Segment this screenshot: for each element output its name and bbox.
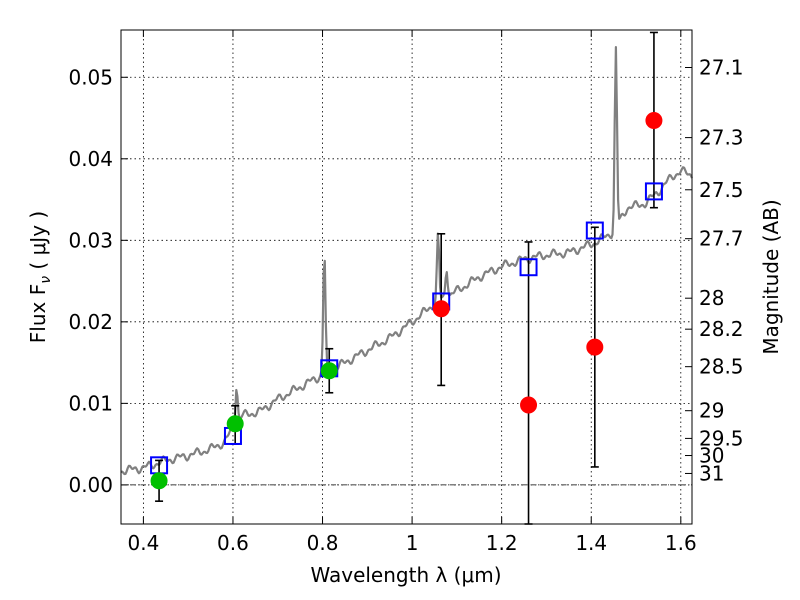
y-tick-label: 0.05	[68, 65, 113, 89]
x-tick-label: 0.4	[127, 531, 159, 555]
x-tick-label: 1.2	[486, 531, 518, 555]
measurement-point-red	[645, 111, 663, 129]
model-flux-square	[585, 221, 604, 240]
measurement-point-red	[586, 338, 604, 356]
y2-tick-label: 30	[699, 444, 724, 468]
y2-tick-label: 29	[699, 399, 724, 423]
y-tick-label: 0.02	[68, 310, 113, 334]
x-tick-label: 0.8	[307, 531, 339, 555]
y2-tick-label: 31	[699, 461, 724, 485]
y-axis-title-main: Flux F	[26, 284, 50, 343]
x-tick-label: 1.4	[575, 531, 607, 555]
marker-layer	[150, 111, 663, 490]
model-spectrum-line	[120, 46, 694, 476]
model-flux-square	[644, 182, 663, 201]
y2-tick-label: 27.1	[699, 55, 744, 79]
y-tick-label: 0.04	[68, 147, 113, 171]
y-axis-title-unit: ( μJy )	[26, 211, 50, 276]
y2-tick-label: 28.5	[699, 355, 744, 379]
x-axis-title: Wavelength λ (μm)	[310, 563, 501, 587]
grid-layer	[121, 30, 692, 524]
measurement-point-red	[432, 300, 450, 318]
x-tick-label: 0.6	[217, 531, 249, 555]
y-tick-label: 0.00	[68, 473, 113, 497]
y2-tick-label: 27.3	[699, 126, 744, 150]
y-tick-label: 0.01	[68, 391, 113, 415]
detection-point-green	[320, 362, 338, 380]
plot-frame	[120, 29, 693, 525]
model-flux-square	[519, 258, 538, 277]
detection-point-green	[150, 472, 168, 490]
y2-tick-label: 29.5	[699, 426, 744, 450]
y2-axis-title: Magnitude (AB)	[759, 199, 783, 354]
detection-point-green	[226, 415, 244, 433]
x-tick-label: 1	[406, 531, 419, 555]
y-axis-title-subscript: ν	[38, 276, 54, 284]
measurement-point-red	[520, 396, 538, 414]
y2-tick-label: 27.7	[699, 227, 744, 251]
tick-layer: 0.4 0.6 0.8 1 1.2 1.4 1.6 0.00 0.01 0.02 0.03 0.04 0…	[68, 30, 744, 555]
spectrum-layer	[120, 46, 694, 476]
y2-tick-label: 27.5	[699, 178, 744, 202]
y2-tick-label: 28	[699, 286, 724, 310]
y2-tick-label: 28.2	[699, 317, 744, 341]
y-axis-title: Flux Fν ( μJy )	[26, 211, 54, 343]
x-tick-label: 1.6	[665, 531, 697, 555]
y-tick-label: 0.03	[68, 228, 113, 252]
